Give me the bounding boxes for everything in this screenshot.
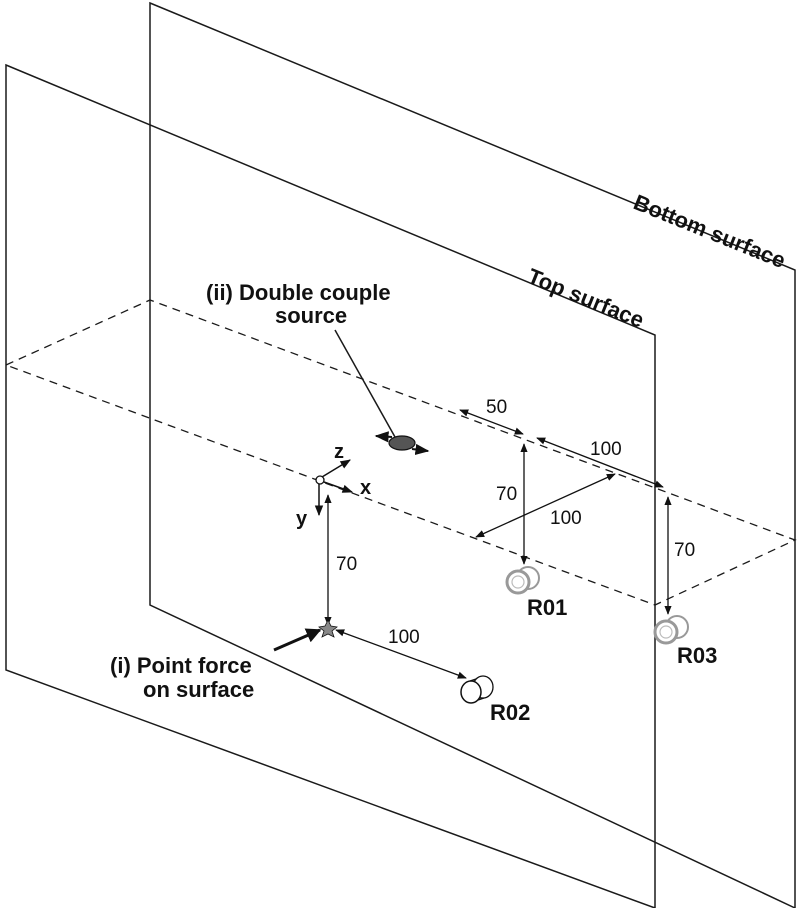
double-couple-leader-line xyxy=(334,329,396,438)
receiver-r01-icon xyxy=(505,566,540,595)
dim-100-bottom-label: 100 xyxy=(388,627,420,648)
coordinate-axes xyxy=(314,459,353,517)
top-surface-label: Top surface xyxy=(524,263,647,332)
receiver-r03-icon xyxy=(653,615,689,645)
dim-70-right-label: 70 xyxy=(674,540,695,561)
origin-marker xyxy=(315,475,325,485)
dim-line-100-bottom xyxy=(335,629,467,679)
dim-100-mid-label: 100 xyxy=(550,508,582,529)
receiver-r02-icon xyxy=(460,675,494,704)
dim-70-mid-label: 70 xyxy=(496,484,517,505)
double-couple-label-line1: (ii) Double couple xyxy=(206,280,391,305)
dashed-depth-plane xyxy=(4,299,797,606)
receiver-r02-label: R02 xyxy=(490,700,530,725)
point-force-arrow xyxy=(273,628,322,652)
z-axis-label: z xyxy=(334,441,344,463)
dim-100-top-label: 100 xyxy=(590,439,622,460)
dim-70-left-label: 70 xyxy=(336,554,357,575)
point-force-star-icon xyxy=(318,619,338,638)
x-axis-label: x xyxy=(360,477,371,499)
dim-line-50 xyxy=(459,409,524,435)
y-axis-label: y xyxy=(296,508,308,530)
bottom-surface-plane xyxy=(149,1,796,908)
dim-line-100-top xyxy=(536,437,664,488)
dim-50-label: 50 xyxy=(486,397,507,418)
dim-line-100-mid xyxy=(475,473,616,538)
point-force-label-line2: on surface xyxy=(143,677,254,702)
point-force-label-line1: (i) Point force xyxy=(110,653,252,678)
receiver-r01-label: R01 xyxy=(527,595,567,620)
top-surface-plane xyxy=(5,63,656,908)
double-couple-label-line2: source xyxy=(275,303,347,328)
bottom-surface-label: Bottom surface xyxy=(630,189,789,273)
receiver-r03-label: R03 xyxy=(677,643,717,668)
double-couple-source-icon xyxy=(374,431,430,455)
